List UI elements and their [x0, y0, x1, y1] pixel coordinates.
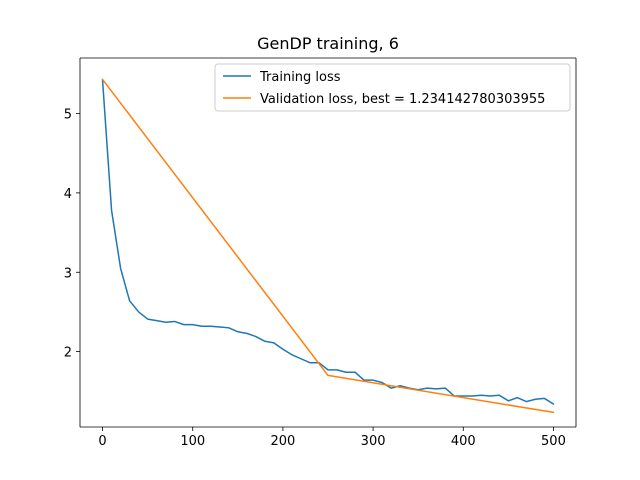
x-tick-label: 100: [180, 434, 205, 449]
x-tick-label: 200: [270, 434, 295, 449]
x-tick-label: 500: [541, 434, 566, 449]
y-tick-label: 5: [64, 108, 72, 123]
axes-layer: 0 100 200 300 400 500 2 3 4 5: [64, 57, 577, 449]
chart-title: GenDP training, 6: [257, 34, 399, 53]
series-layer: [101, 78, 555, 414]
y-tick-label: 3: [64, 266, 72, 281]
x-tick-label: 0: [98, 434, 106, 449]
y-tick-label: 2: [64, 346, 72, 361]
legend-label: Validation loss, best = 1.23414278030395…: [260, 92, 545, 107]
x-tick-label: 400: [451, 434, 476, 449]
plot-background: [80, 58, 576, 427]
series-line-training-loss: [101, 79, 555, 406]
legend-label: Training loss: [259, 70, 341, 85]
plot-area: [80, 58, 576, 427]
legend-box: [214, 63, 571, 112]
legend: Training loss Validation loss, best = 1.2…: [214, 63, 571, 112]
series-line-validation-loss: [101, 78, 555, 414]
x-tick-label: 300: [361, 434, 386, 449]
y-tick-label: 4: [64, 187, 72, 202]
